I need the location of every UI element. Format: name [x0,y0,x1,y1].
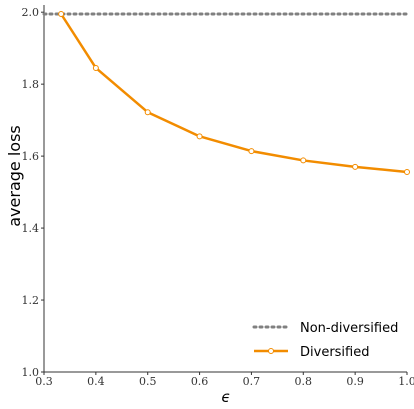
y-ticks: 1.0 1.2 1.4 1.6 1.8 2.0 [22,6,44,379]
y-tick-label: 1.0 [22,366,40,379]
data-point-diversified [58,10,65,17]
y-tick-label: 1.6 [22,150,40,163]
y-tick-label: 1.2 [22,294,40,307]
legend-label-diversified: Diversified [300,345,369,360]
data-point-diversified [300,157,307,164]
data-point-diversified [92,64,99,71]
x-tick-label: 0.7 [243,375,261,388]
x-tick-label: 0.6 [191,375,209,388]
x-tick-label: 0.5 [139,375,157,388]
data-point-diversified [248,148,255,155]
legend: Non-diversified Diversified [252,321,398,360]
data-point-diversified [404,168,410,175]
series-layer [42,10,410,175]
legend-marker-diversified [268,348,274,354]
x-tick-label: 0.9 [346,375,364,388]
series-line-diversified [60,13,408,174]
data-point-diversified [352,163,359,170]
axes [43,5,407,373]
data-point-diversified [144,109,151,116]
y-tick-label: 1.4 [22,222,40,235]
x-tick-label: 0.3 [35,375,53,388]
x-tick-label: 1.0 [398,375,414,388]
legend-label-non-diversified: Non-diversified [300,321,398,336]
y-tick-label: 2.0 [22,6,40,19]
x-tick-label: 0.8 [295,375,313,388]
y-axis-title: average loss [5,125,24,227]
x-ticks: 0.3 0.4 0.5 0.6 0.7 0.8 0.9 1.0 [35,372,414,388]
x-axis-title: ϵ [221,388,230,406]
x-tick-label: 0.4 [87,375,105,388]
y-tick-label: 1.8 [22,78,40,91]
data-point-diversified [196,133,203,140]
